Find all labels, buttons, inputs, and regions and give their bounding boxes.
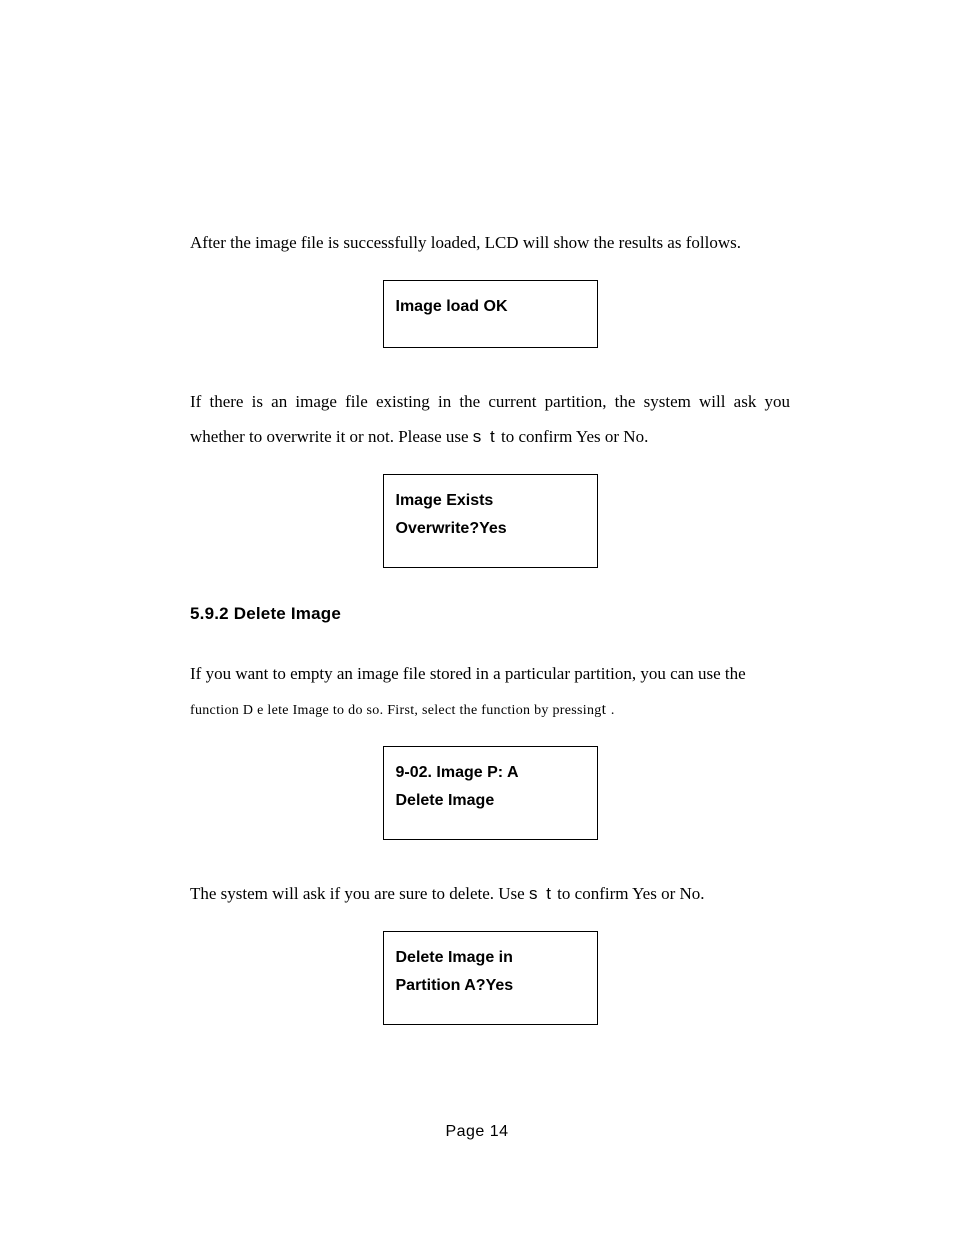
page-body: After the image file is successfully loa…	[190, 225, 790, 1061]
lcd-line: Image load OK	[396, 293, 587, 321]
text-segment-code: function D e lete Image to do so. First,…	[190, 703, 615, 718]
text-segment: to confirm Yes or No.	[497, 427, 649, 446]
lcd-line: 9-02. Image P: A	[396, 759, 587, 787]
page-footer: Page 14	[0, 1123, 954, 1141]
section-heading-delete-image: 5.9.2 Delete Image	[190, 604, 790, 624]
text-segment: The system will ask if you are sure to d…	[190, 884, 529, 903]
paragraph-1: After the image file is successfully loa…	[190, 225, 790, 260]
lcd-line: Delete Image in	[396, 944, 587, 972]
lcd-line: Partition A?Yes	[396, 972, 587, 1000]
text-segment: function D e lete Image to do so. First,…	[190, 703, 602, 718]
text-segment: to confirm Yes or No.	[553, 884, 705, 903]
lcd-display-image-load-ok: Image load OK	[383, 280, 598, 348]
lcd-line: Overwrite?Yes	[396, 515, 587, 543]
lcd-display-confirm-delete: Delete Image in Partition A?Yes	[383, 931, 598, 1025]
key-code: s t	[529, 884, 553, 903]
page-number: Page 14	[445, 1123, 508, 1140]
lcd-display-image-exists: Image Exists Overwrite?Yes	[383, 474, 598, 568]
lcd-line: Delete Image	[396, 787, 587, 815]
text-segment: .	[607, 703, 615, 718]
heading-title: Delete Image	[234, 604, 341, 623]
key-code: s t	[473, 427, 497, 446]
paragraph-2: If there is an image file existing in th…	[190, 384, 790, 454]
text-segment: If you want to empty an image file store…	[190, 664, 746, 683]
paragraph-4: The system will ask if you are sure to d…	[190, 876, 790, 911]
lcd-line: Image Exists	[396, 487, 587, 515]
heading-number: 5.9.2	[190, 604, 234, 623]
paragraph-3: If you want to empty an image file store…	[190, 656, 790, 726]
lcd-display-delete-image-menu: 9-02. Image P: A Delete Image	[383, 746, 598, 840]
